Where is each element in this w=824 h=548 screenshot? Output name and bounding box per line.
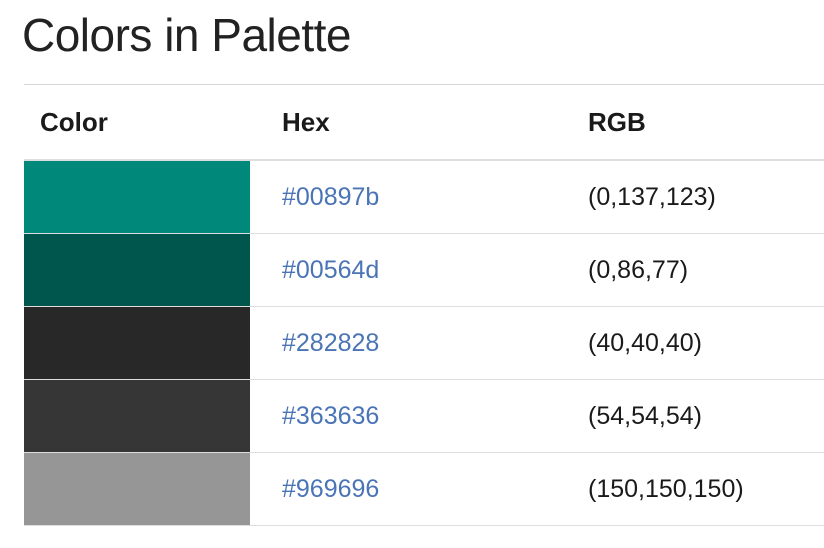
rgb-value: (0,86,77) bbox=[572, 233, 824, 307]
hex-cell: #00564d bbox=[266, 233, 572, 307]
palette-table: Color Hex RGB #00897b (0,137,123) #00564… bbox=[24, 84, 824, 526]
swatch-cell bbox=[24, 233, 266, 307]
hex-link[interactable]: #00897b bbox=[282, 182, 380, 211]
rgb-value: (40,40,40) bbox=[572, 306, 824, 380]
page-title: Colors in Palette bbox=[22, 9, 352, 61]
rgb-value: (54,54,54) bbox=[572, 379, 824, 453]
table-row: #282828 (40,40,40) bbox=[24, 306, 824, 380]
rgb-value: (0,137,123) bbox=[572, 160, 824, 234]
column-header-color: Color bbox=[24, 84, 266, 161]
color-swatch bbox=[24, 307, 250, 379]
table-row: #00897b (0,137,123) bbox=[24, 160, 824, 234]
color-swatch bbox=[24, 161, 250, 233]
column-header-rgb: RGB bbox=[572, 84, 824, 161]
rgb-value: (150,150,150) bbox=[572, 452, 824, 526]
hex-cell: #363636 bbox=[266, 379, 572, 453]
table-row: #00564d (0,86,77) bbox=[24, 233, 824, 307]
column-header-hex: Hex bbox=[266, 84, 572, 161]
hex-link[interactable]: #00564d bbox=[282, 255, 380, 284]
swatch-cell bbox=[24, 160, 266, 234]
hex-link[interactable]: #363636 bbox=[282, 401, 380, 430]
color-swatch bbox=[24, 453, 250, 525]
hex-cell: #00897b bbox=[266, 160, 572, 234]
table-row: #363636 (54,54,54) bbox=[24, 379, 824, 453]
hex-link[interactable]: #969696 bbox=[282, 474, 380, 503]
swatch-cell bbox=[24, 306, 266, 380]
table-row: #969696 (150,150,150) bbox=[24, 452, 824, 526]
hex-cell: #282828 bbox=[266, 306, 572, 380]
hex-link[interactable]: #282828 bbox=[282, 328, 380, 357]
table-header-row: Color Hex RGB bbox=[24, 84, 824, 161]
hex-cell: #969696 bbox=[266, 452, 572, 526]
color-swatch bbox=[24, 234, 250, 306]
color-swatch bbox=[24, 380, 250, 452]
swatch-cell bbox=[24, 452, 266, 526]
swatch-cell bbox=[24, 379, 266, 453]
